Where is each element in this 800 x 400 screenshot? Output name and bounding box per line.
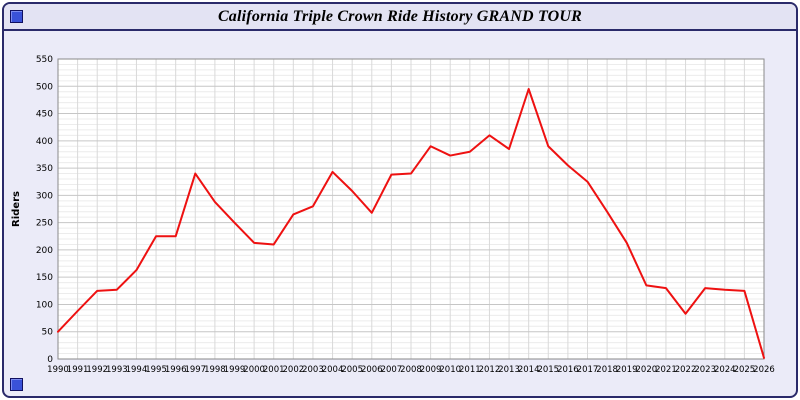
svg-text:50: 50 bbox=[42, 328, 54, 338]
svg-text:1996: 1996 bbox=[165, 365, 187, 375]
svg-text:2024: 2024 bbox=[714, 365, 736, 375]
window-control-icon bbox=[10, 10, 23, 23]
svg-text:2013: 2013 bbox=[498, 365, 520, 375]
svg-text:2019: 2019 bbox=[616, 365, 638, 375]
svg-text:2014: 2014 bbox=[518, 365, 540, 375]
svg-text:1990: 1990 bbox=[47, 365, 69, 375]
svg-text:2007: 2007 bbox=[381, 365, 403, 375]
x-axis-labels: 1990199119921993199419951996199719981999… bbox=[47, 365, 775, 375]
svg-text:350: 350 bbox=[36, 164, 53, 174]
svg-text:1998: 1998 bbox=[204, 365, 226, 375]
svg-text:1991: 1991 bbox=[67, 365, 89, 375]
y-axis-labels: 0 50 100 150 200 250 300 350 400 450 500 550 bbox=[36, 55, 53, 365]
svg-text:2017: 2017 bbox=[577, 365, 599, 375]
chart-panel: 0 50 100 150 200 250 300 350 400 450 500 550 1990 199… bbox=[6, 35, 794, 394]
svg-text:2015: 2015 bbox=[537, 365, 559, 375]
svg-text:2016: 2016 bbox=[557, 365, 579, 375]
svg-text:100: 100 bbox=[36, 300, 53, 310]
svg-text:2001: 2001 bbox=[263, 365, 285, 375]
svg-text:2011: 2011 bbox=[459, 365, 481, 375]
series-line bbox=[57, 88, 765, 359]
svg-text:2002: 2002 bbox=[283, 365, 305, 375]
svg-text:2009: 2009 bbox=[420, 365, 442, 375]
window-resize-icon bbox=[10, 378, 23, 391]
svg-text:450: 450 bbox=[36, 110, 53, 120]
svg-text:1997: 1997 bbox=[184, 365, 206, 375]
y-axis-title: Riders bbox=[11, 191, 22, 227]
svg-text:1993: 1993 bbox=[106, 365, 128, 375]
svg-text:2012: 2012 bbox=[479, 365, 501, 375]
svg-text:2010: 2010 bbox=[439, 365, 461, 375]
svg-text:2022: 2022 bbox=[675, 365, 697, 375]
svg-text:2025: 2025 bbox=[734, 365, 756, 375]
chart-title: California Triple Crown Ride History GRA… bbox=[217, 7, 583, 25]
svg-text:550: 550 bbox=[36, 55, 53, 65]
svg-text:2018: 2018 bbox=[596, 365, 618, 375]
svg-text:1994: 1994 bbox=[126, 365, 148, 375]
svg-text:2006: 2006 bbox=[361, 365, 383, 375]
svg-text:200: 200 bbox=[36, 246, 53, 256]
svg-text:1995: 1995 bbox=[145, 365, 167, 375]
svg-text:500: 500 bbox=[36, 82, 53, 92]
svg-text:150: 150 bbox=[36, 273, 53, 283]
svg-text:1992: 1992 bbox=[86, 365, 108, 375]
svg-text:2023: 2023 bbox=[694, 365, 716, 375]
svg-text:2000: 2000 bbox=[243, 365, 265, 375]
svg-text:2021: 2021 bbox=[655, 365, 677, 375]
svg-text:2003: 2003 bbox=[302, 365, 324, 375]
svg-text:1999: 1999 bbox=[224, 365, 246, 375]
svg-text:0: 0 bbox=[47, 355, 53, 365]
svg-text:2008: 2008 bbox=[400, 365, 422, 375]
svg-text:400: 400 bbox=[36, 137, 53, 147]
title-bar: California Triple Crown Ride History GRA… bbox=[4, 4, 796, 31]
svg-text:2020: 2020 bbox=[636, 365, 658, 375]
axis-frame bbox=[57, 58, 765, 360]
svg-text:2005: 2005 bbox=[341, 365, 363, 375]
svg-text:300: 300 bbox=[36, 191, 53, 201]
svg-text:250: 250 bbox=[36, 219, 53, 229]
line-chart: 0501001502002503003504004505005501990199… bbox=[11, 55, 775, 375]
svg-text:2004: 2004 bbox=[322, 365, 344, 375]
svg-text:2026: 2026 bbox=[753, 365, 775, 375]
